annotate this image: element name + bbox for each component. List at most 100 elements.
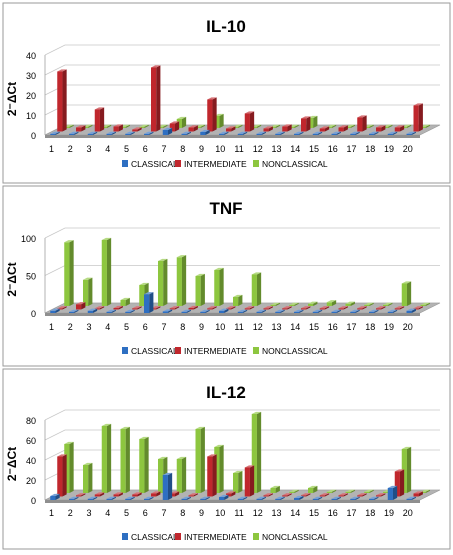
- bar-side: [336, 131, 341, 135]
- bar-side: [106, 124, 112, 128]
- bar-front: [376, 495, 382, 497]
- bar-front: [383, 491, 389, 493]
- bar-top: [331, 496, 341, 499]
- x-tick-label: 12: [253, 508, 263, 518]
- bar-front: [169, 123, 175, 132]
- bar-front: [113, 494, 119, 497]
- bar: [207, 454, 217, 497]
- x-tick-label: 15: [309, 322, 319, 332]
- bar-side: [130, 496, 135, 500]
- x-tick-label: 19: [384, 508, 394, 518]
- bar-top: [301, 116, 311, 119]
- bar-front: [357, 308, 363, 310]
- bar: [139, 124, 149, 128]
- bar-front: [270, 488, 276, 493]
- bar-side: [55, 131, 60, 135]
- bar-top: [406, 308, 416, 311]
- bar: [226, 491, 236, 497]
- bar: [326, 489, 337, 493]
- bar-side: [92, 131, 98, 135]
- legend-item: CLASSICAL: [122, 346, 178, 356]
- bar-top: [383, 302, 393, 305]
- bar-side: [205, 129, 210, 135]
- bar-top: [113, 305, 123, 308]
- bar-side: [369, 124, 374, 128]
- bar: [50, 131, 60, 135]
- bar-front: [387, 488, 393, 500]
- bar: [57, 306, 67, 310]
- bar-top: [144, 496, 154, 499]
- bar-front: [406, 133, 412, 135]
- bar-front: [369, 133, 375, 135]
- bar: [181, 309, 191, 313]
- bar-side: [317, 131, 323, 135]
- bar-side: [106, 423, 112, 493]
- bar: [113, 492, 123, 497]
- bar-side: [167, 472, 173, 500]
- bar-side: [205, 309, 210, 313]
- bar: [376, 125, 386, 132]
- bar-front: [237, 133, 243, 135]
- bar-top: [237, 309, 248, 312]
- bar-top: [394, 469, 405, 472]
- bar-front: [207, 99, 213, 132]
- bar-front: [94, 494, 100, 497]
- bar: [101, 237, 112, 306]
- bar-top: [87, 308, 98, 311]
- bar: [144, 131, 154, 135]
- bar-top: [200, 309, 210, 312]
- x-tick-label: 15: [309, 144, 319, 154]
- bar-side: [205, 496, 210, 500]
- bar-top: [233, 470, 243, 473]
- bar-top: [181, 131, 191, 134]
- bar-top: [200, 496, 210, 499]
- gridline: [44, 429, 440, 441]
- bar-top: [301, 306, 311, 309]
- bar-top: [188, 305, 198, 308]
- bar-top: [94, 107, 105, 110]
- bar: [331, 496, 341, 500]
- bar-top: [282, 124, 292, 127]
- bar-side: [294, 302, 299, 306]
- x-tick-label: 16: [328, 144, 338, 154]
- bar-side: [167, 127, 173, 135]
- bar-side: [137, 127, 142, 132]
- bar-side: [92, 308, 98, 313]
- bar-side: [399, 469, 405, 497]
- bar: [364, 489, 374, 493]
- chart-title: IL-10: [206, 17, 246, 36]
- x-tick-label: 5: [124, 144, 129, 154]
- bar-side: [399, 125, 405, 132]
- bar-front: [195, 429, 201, 493]
- bar-side: [156, 491, 161, 497]
- bar-top: [207, 97, 217, 100]
- bar-front: [369, 498, 375, 500]
- bar: [214, 267, 224, 306]
- bar-top: [50, 131, 60, 134]
- legend-label: CLASSICAL: [131, 159, 178, 169]
- bar-front: [101, 240, 107, 306]
- bar-front: [233, 297, 239, 306]
- bar-side: [425, 489, 430, 493]
- bar-front: [113, 308, 119, 310]
- bar: [308, 485, 318, 493]
- x-tick-label: 20: [403, 144, 413, 154]
- bar: [282, 124, 292, 132]
- bar-side: [306, 116, 311, 132]
- x-tick-label: 9: [199, 322, 204, 332]
- bar: [233, 294, 243, 306]
- bar: [57, 69, 67, 132]
- bar-side: [193, 125, 198, 132]
- legend-swatch: [175, 160, 181, 167]
- bar-top: [244, 111, 255, 114]
- bar-top: [263, 306, 273, 309]
- bar-top: [294, 131, 304, 134]
- bar: [263, 493, 273, 497]
- bar-front: [256, 133, 262, 135]
- bar-front: [101, 126, 107, 128]
- bar-side: [149, 292, 154, 313]
- bar-front: [331, 311, 337, 313]
- bar: [50, 308, 60, 313]
- bar-top: [312, 309, 323, 312]
- legend-swatch: [253, 160, 259, 167]
